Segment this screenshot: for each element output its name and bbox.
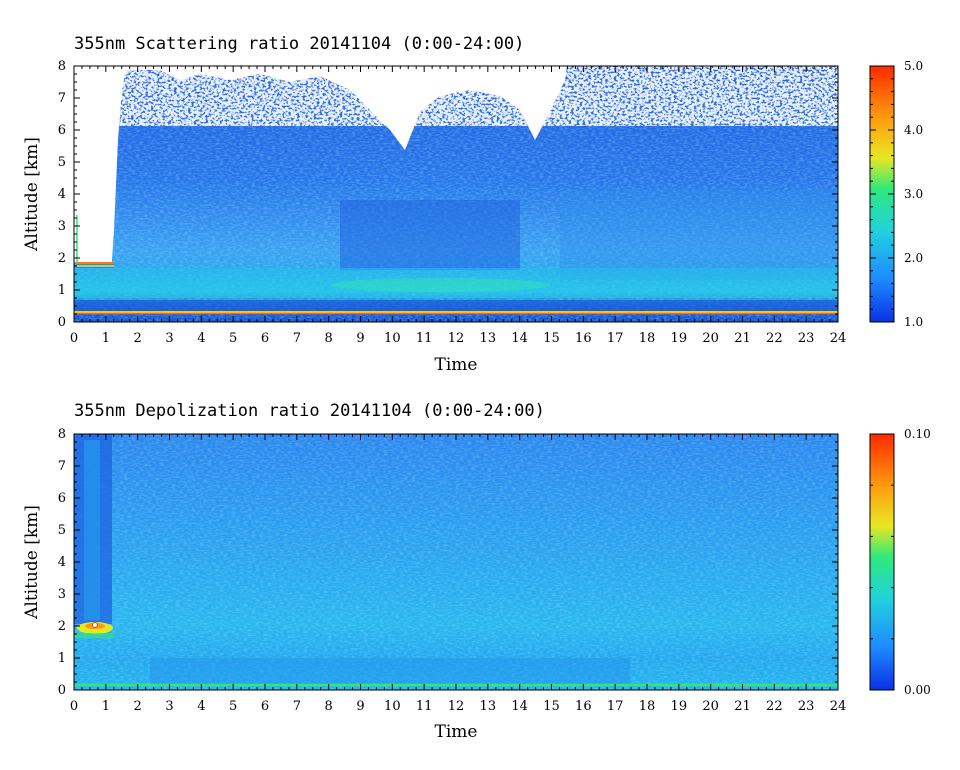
x-tick-label: 19 xyxy=(671,699,688,714)
y-tick-label: 6 xyxy=(58,491,66,506)
y-tick-label: 5 xyxy=(58,155,66,170)
x-tick-label: 13 xyxy=(480,331,497,346)
x-tick-label: 0 xyxy=(70,331,78,346)
x-tick-label: 1 xyxy=(102,331,110,346)
x-tick-label: 6 xyxy=(261,699,269,714)
x-axis-label: Time xyxy=(435,722,478,742)
y-tick-label: 0 xyxy=(58,683,66,698)
x-tick-label: 24 xyxy=(830,331,847,346)
colorbar-tick-label: 4.0 xyxy=(904,123,923,137)
x-tick-label: 21 xyxy=(734,699,751,714)
x-tick-label: 17 xyxy=(607,331,624,346)
x-tick-label: 4 xyxy=(197,331,205,346)
x-tick-label: 17 xyxy=(607,699,624,714)
y-tick-label: 7 xyxy=(58,91,66,106)
x-tick-label: 7 xyxy=(293,331,301,346)
x-tick-label: 3 xyxy=(165,699,173,714)
y-axis-label: Altitude [km] xyxy=(22,137,42,252)
y-tick-label: 4 xyxy=(58,555,66,570)
panel-scattering-ratio: 355nm Scattering ratio 20141104 (0:00-24… xyxy=(22,34,923,375)
x-tick-label: 24 xyxy=(830,699,847,714)
y-tick-label: 4 xyxy=(58,187,66,202)
y-axis: 0 1 2 3 4 5 6 7 8 xyxy=(58,59,838,330)
x-tick-label: 11 xyxy=(416,331,433,346)
x-axis: 0 1 2 3 4 5 6 7 8 9 10 11 12 13 14 15 16 17 18 19 20 21 22 23 24 xyxy=(70,66,846,346)
x-tick-label: 18 xyxy=(639,331,656,346)
colorbar-tick-label: 3.0 xyxy=(904,187,923,201)
y-tick-label: 7 xyxy=(58,459,66,474)
x-tick-label: 11 xyxy=(416,699,433,714)
x-tick-label: 12 xyxy=(448,699,465,714)
x-tick-label: 5 xyxy=(229,331,237,346)
colorbar-tick-label: 0.00 xyxy=(904,683,931,697)
x-tick-label: 20 xyxy=(702,331,719,346)
x-tick-label: 3 xyxy=(165,331,173,346)
colorbar-tick-label: 5.0 xyxy=(904,59,923,73)
y-axis-label: Altitude [km] xyxy=(22,505,42,620)
y-tick-label: 3 xyxy=(58,219,66,234)
x-tick-label: 16 xyxy=(575,331,592,346)
x-tick-label: 15 xyxy=(543,331,560,346)
x-tick-label: 21 xyxy=(734,331,751,346)
x-tick-label: 23 xyxy=(798,699,815,714)
x-tick-label: 6 xyxy=(261,331,269,346)
x-tick-label: 8 xyxy=(325,331,333,346)
y-tick-label: 1 xyxy=(58,651,66,666)
x-tick-label: 19 xyxy=(671,331,688,346)
colorbar: 0.00 0.10 xyxy=(869,427,931,697)
y-tick-label: 2 xyxy=(58,619,66,634)
x-tick-label: 5 xyxy=(229,699,237,714)
x-tick-label: 22 xyxy=(766,699,783,714)
x-tick-label: 23 xyxy=(798,331,815,346)
colorbar-tick-label: 2.0 xyxy=(904,251,923,265)
chart-title: 355nm Depolization ratio 20141104 (0:00-… xyxy=(74,401,545,421)
x-tick-label: 15 xyxy=(543,699,560,714)
y-tick-label: 0 xyxy=(58,315,66,330)
x-tick-label: 12 xyxy=(448,331,465,346)
x-tick-label: 20 xyxy=(702,699,719,714)
heatmap-field xyxy=(74,434,838,690)
x-tick-label: 10 xyxy=(384,699,401,714)
x-tick-label: 22 xyxy=(766,331,783,346)
x-tick-label: 1 xyxy=(102,699,110,714)
chart-title: 355nm Scattering ratio 20141104 (0:00-24… xyxy=(74,34,524,54)
heatmap-field xyxy=(74,66,838,322)
y-tick-label: 1 xyxy=(58,283,66,298)
panel-depolization-ratio: 355nm Depolization ratio 20141104 (0:00-… xyxy=(22,401,931,742)
x-tick-label: 10 xyxy=(384,331,401,346)
colorbar: 1.0 2.0 3.0 4.0 5.0 xyxy=(869,59,923,329)
x-tick-label: 2 xyxy=(134,699,142,714)
y-tick-label: 5 xyxy=(58,523,66,538)
y-tick-label: 6 xyxy=(58,123,66,138)
x-tick-label: 0 xyxy=(70,699,78,714)
colorbar-tick-label: 0.10 xyxy=(904,427,931,441)
x-axis-label: Time xyxy=(435,355,478,375)
y-tick-label: 8 xyxy=(58,427,66,442)
x-tick-label: 14 xyxy=(511,699,528,714)
y-tick-label: 3 xyxy=(58,587,66,602)
x-tick-label: 2 xyxy=(134,331,142,346)
x-tick-label: 4 xyxy=(197,699,205,714)
y-axis: 0 1 2 3 4 5 6 7 8 xyxy=(58,427,838,698)
x-tick-label: 7 xyxy=(293,699,301,714)
colorbar-tick-label: 1.0 xyxy=(904,315,923,329)
x-tick-label: 14 xyxy=(511,331,528,346)
y-tick-label: 2 xyxy=(58,251,66,266)
x-axis: 0 1 2 3 4 5 6 7 8 9 10 11 12 13 14 15 16 17 18 19 20 21 22 23 24 xyxy=(70,434,846,714)
x-tick-label: 13 xyxy=(480,699,497,714)
x-tick-label: 9 xyxy=(356,331,364,346)
x-tick-label: 9 xyxy=(356,699,364,714)
x-tick-label: 8 xyxy=(325,699,333,714)
x-tick-label: 18 xyxy=(639,699,656,714)
y-tick-label: 8 xyxy=(58,59,66,74)
x-tick-label: 16 xyxy=(575,699,592,714)
